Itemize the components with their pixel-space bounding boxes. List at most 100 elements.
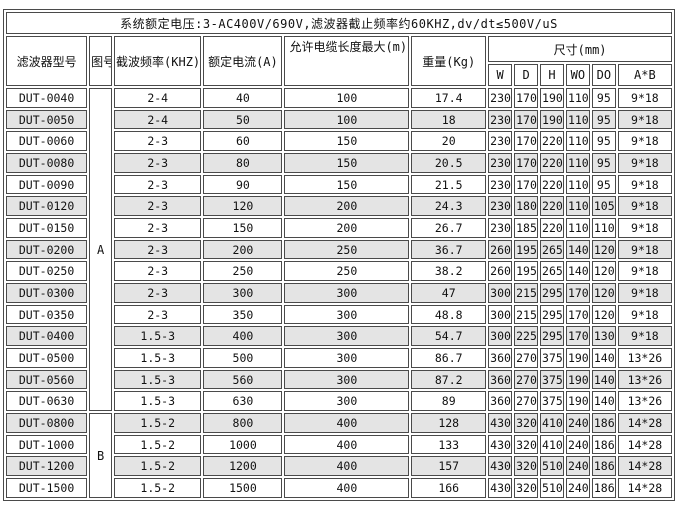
cell-figure-group: A	[89, 88, 113, 412]
cell-model: DUT-1200	[6, 456, 88, 477]
cell-dim-d: 225	[514, 326, 539, 347]
cell-model: DUT-0560	[6, 369, 88, 390]
filter-spec-table: 系统额定电压:3-AC400V/690V,滤波器截止频率约60KHZ,dv/dt…	[3, 9, 675, 501]
cell-dim-h: 410	[540, 413, 564, 433]
cell-dim-ab: 9*18	[617, 174, 672, 195]
cell-dim-d: 215	[514, 283, 539, 303]
cell-dim-do: 186	[591, 413, 616, 433]
cell-dim-w: 360	[488, 369, 513, 390]
cell-dim-ab: 9*18	[617, 326, 672, 347]
cell-dim-h: 220	[540, 131, 564, 152]
cell-dim-d: 320	[514, 456, 539, 477]
cell-dim-h: 220	[540, 153, 564, 173]
cell-cable-length: 200	[284, 196, 410, 217]
cell-model: DUT-0120	[6, 196, 88, 217]
cell-dim-w: 230	[488, 153, 513, 173]
table-row: DUT-0350 2-3 350 300 48.8 300 215 295 170 120 9*18	[6, 304, 672, 325]
cell-weight: 86.7	[411, 348, 487, 368]
cell-chop-freq: 2-3	[114, 239, 202, 260]
cell-dim-d: 270	[514, 348, 539, 368]
cell-dim-h: 265	[540, 261, 564, 282]
cell-chop-freq: 2-3	[114, 131, 202, 152]
cell-model: DUT-0800	[6, 413, 88, 433]
cell-rated-current: 1200	[203, 456, 283, 477]
cell-cable-length: 150	[284, 153, 410, 173]
cell-rated-current: 1500	[203, 478, 283, 498]
cell-model: DUT-0080	[6, 153, 88, 173]
cell-dim-d: 270	[514, 369, 539, 390]
cell-dim-do: 95	[591, 88, 616, 108]
cell-dim-h: 375	[540, 369, 564, 390]
cell-dim-wo: 240	[565, 456, 590, 477]
cell-dim-w: 300	[488, 283, 513, 303]
cell-chop-freq: 1.5-3	[114, 348, 202, 368]
cell-dim-do: 120	[591, 283, 616, 303]
col-header-dim-ab: A*B	[617, 64, 672, 86]
cell-dim-ab: 9*18	[617, 283, 672, 303]
cell-dim-w: 230	[488, 109, 513, 130]
cell-cable-length: 300	[284, 391, 410, 412]
cell-cable-length: 150	[284, 174, 410, 195]
cell-cable-length: 100	[284, 88, 410, 108]
cell-dim-do: 120	[591, 239, 616, 260]
cell-weight: 24.3	[411, 196, 487, 217]
table-row: DUT-1500 1.5-2 1500 400 166 430 320 510 240 186 14…	[6, 478, 672, 498]
cell-dim-w: 430	[488, 434, 513, 455]
cell-dim-d: 180	[514, 196, 539, 217]
cell-model: DUT-0150	[6, 218, 88, 238]
cell-dim-d: 170	[514, 153, 539, 173]
cell-dim-do: 140	[591, 391, 616, 412]
cell-dim-wo: 110	[565, 218, 590, 238]
cell-dim-do: 95	[591, 174, 616, 195]
cell-dim-h: 375	[540, 348, 564, 368]
table-row: DUT-1000 1.5-2 1000 400 133 430 320 410 240 186 14…	[6, 434, 672, 455]
cell-model: DUT-0300	[6, 283, 88, 303]
cell-dim-h: 190	[540, 109, 564, 130]
cell-chop-freq: 2-4	[114, 88, 202, 108]
cell-rated-current: 60	[203, 131, 283, 152]
cell-cable-length: 300	[284, 304, 410, 325]
cell-dim-d: 270	[514, 391, 539, 412]
col-header-dim-w: W	[488, 64, 513, 86]
cell-chop-freq: 2-4	[114, 109, 202, 130]
header-row-main: 滤波器型号 图号 截波频率(KHZ) 额定电流(A) 允许电缆长度最大(m) 重…	[6, 36, 672, 86]
cell-weight: 38.2	[411, 261, 487, 282]
cell-rated-current: 630	[203, 391, 283, 412]
cell-dim-wo: 110	[565, 174, 590, 195]
system-rating-title: 系统额定电压:3-AC400V/690V,滤波器截止频率约60KHZ,dv/dt…	[6, 12, 672, 34]
cell-dim-h: 220	[540, 218, 564, 238]
cell-dim-h: 295	[540, 326, 564, 347]
table-row: DUT-0080 2-3 80 150 20.5 230 170 220 110 95 9*18	[6, 153, 672, 173]
cell-dim-w: 230	[488, 88, 513, 108]
cell-weight: 87.2	[411, 369, 487, 390]
cell-dim-wo: 190	[565, 369, 590, 390]
cell-model: DUT-0050	[6, 109, 88, 130]
cell-dim-h: 295	[540, 283, 564, 303]
cell-dim-d: 215	[514, 304, 539, 325]
table-row: DUT-0200 2-3 200 250 36.7 260 195 265 140 120 9*18	[6, 239, 672, 260]
cell-weight: 18	[411, 109, 487, 130]
cell-dim-w: 260	[488, 261, 513, 282]
cell-dim-d: 320	[514, 413, 539, 433]
cell-dim-wo: 110	[565, 131, 590, 152]
cell-dim-d: 195	[514, 239, 539, 260]
cell-dim-w: 230	[488, 218, 513, 238]
col-header-cable-length: 允许电缆长度最大(m)	[284, 36, 410, 86]
cell-dim-ab: 9*18	[617, 153, 672, 173]
col-header-dim-wo: WO	[565, 64, 590, 86]
cell-rated-current: 200	[203, 239, 283, 260]
cell-model: DUT-0630	[6, 391, 88, 412]
cell-dim-ab: 9*18	[617, 109, 672, 130]
table-row: DUT-0040 A 2-4 40 100 17.4 230 170 190 110 95 9*18	[6, 88, 672, 412]
cell-dim-ab: 9*18	[617, 218, 672, 238]
col-header-weight: 重量(Kg)	[411, 36, 487, 86]
cell-dim-wo: 110	[565, 153, 590, 173]
cell-weight: 166	[411, 478, 487, 498]
cell-weight: 54.7	[411, 326, 487, 347]
cell-dim-d: 170	[514, 131, 539, 152]
cell-model: DUT-0060	[6, 131, 88, 152]
cell-dim-d: 170	[514, 109, 539, 130]
col-header-figure: 图号	[89, 36, 113, 86]
cell-dim-h: 510	[540, 456, 564, 477]
cell-dim-do: 140	[591, 348, 616, 368]
